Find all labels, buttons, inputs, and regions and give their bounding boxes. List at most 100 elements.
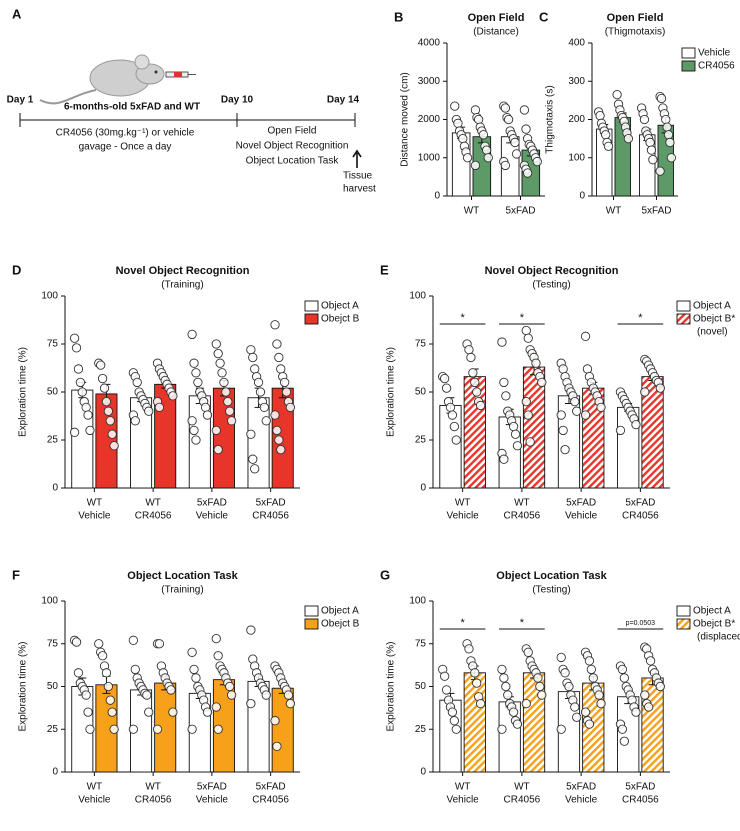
data-point: [189, 358, 199, 368]
data-point: [73, 668, 84, 678]
data-point: [261, 690, 271, 700]
data-point: [594, 690, 604, 700]
data-point: [83, 707, 93, 717]
data-point: [655, 681, 665, 692]
legend-swatch: [676, 313, 691, 325]
data-point: [274, 435, 284, 445]
significance-label: *: [638, 312, 643, 324]
data-point: [246, 625, 256, 635]
data-point: [464, 345, 474, 355]
x-tick-label: Vehicle: [78, 511, 111, 522]
data-point: [473, 114, 484, 125]
data-point: [270, 320, 280, 330]
data-point: [655, 383, 665, 393]
x-tick-label: Vehicle: [78, 795, 111, 806]
data-point: [193, 377, 203, 388]
y-axis-label: Exploration time (%): [18, 347, 29, 437]
data-point: [191, 673, 201, 683]
data-point: [531, 358, 541, 368]
data-point: [556, 724, 566, 734]
y-tick-label: 0: [579, 191, 585, 202]
data-point: [449, 421, 459, 432]
chart-subtitle: (Testing): [532, 585, 570, 596]
data-point: [261, 416, 271, 426]
data-point: [202, 410, 213, 420]
data-point: [596, 402, 606, 413]
data-point: [217, 368, 227, 378]
data-point: [213, 348, 223, 359]
data-point: [168, 391, 178, 401]
data-point: [96, 360, 106, 370]
panel-letter: D: [12, 262, 21, 277]
data-point: [451, 724, 461, 734]
x-tick-label: WT: [145, 782, 161, 793]
data-point: [639, 114, 650, 125]
y-tick-label: 100: [41, 596, 58, 607]
data-point: [588, 673, 598, 683]
significance-label: *: [460, 312, 465, 324]
data-point: [449, 716, 459, 726]
y-tick-label: 100: [409, 291, 426, 302]
y-tick-label: 3000: [418, 76, 441, 87]
data-point: [71, 637, 82, 647]
x-tick-label: WT: [514, 498, 530, 509]
data-point: [270, 410, 280, 420]
data-point: [215, 358, 225, 368]
data-point: [272, 339, 282, 349]
data-point: [510, 429, 521, 439]
y-tick-label: 75: [47, 638, 59, 649]
legend-label: Vehicle: [698, 48, 731, 59]
x-tick-label: WT: [87, 498, 103, 509]
data-point: [656, 93, 667, 104]
data-point: [666, 153, 677, 163]
data-point: [132, 377, 142, 388]
panel-a: A Day 1 Day 10 Day 14 6-months-old 5xFAD…: [7, 6, 376, 194]
x-tick-label: CR4056: [252, 795, 289, 806]
legend-swatch: [304, 605, 319, 617]
y-tick-label: 0: [52, 483, 58, 494]
data-point: [107, 429, 117, 439]
chart-subtitle: (Training): [161, 585, 203, 596]
data-point: [283, 690, 294, 700]
cohort: 6-months-old 5xFAD and WT: [64, 102, 200, 113]
data-point: [535, 681, 545, 692]
day-label: Day 10: [221, 95, 254, 106]
y-tick-label: 1000: [418, 152, 441, 163]
legend-label: Obejct B*: [693, 314, 735, 325]
y-tick-label: 75: [415, 339, 427, 350]
data-point: [601, 130, 611, 140]
data-point: [615, 425, 626, 436]
data-point: [500, 160, 511, 171]
chart-title: Open Field: [468, 12, 525, 24]
x-tick-label: Vehicle: [565, 795, 598, 806]
x-tick-label: 5xFAD: [197, 782, 227, 793]
data-point: [223, 396, 233, 407]
data-point: [202, 707, 213, 717]
legend-swatch: [681, 60, 696, 72]
data-point: [219, 377, 229, 388]
chart-title: Object Location Task: [127, 570, 238, 582]
panel-letter: F: [12, 567, 20, 582]
data-point: [661, 114, 671, 125]
x-tick-label: 5xFAD: [566, 782, 596, 793]
data-point: [648, 155, 658, 165]
chart-title: Object Location Task: [496, 570, 607, 582]
data-point: [144, 406, 154, 416]
y-tick-label: 50: [415, 681, 427, 692]
data-point: [560, 444, 570, 455]
data-point: [475, 400, 486, 411]
data-point: [663, 130, 674, 140]
significance-label: *: [520, 617, 525, 629]
y-tick-label: 0: [420, 483, 426, 494]
data-point: [94, 639, 104, 649]
data-point: [285, 698, 296, 709]
legend-label: Object A: [693, 606, 731, 617]
data-point: [439, 671, 450, 681]
x-tick-label: 5xFAD: [256, 782, 286, 793]
chart-subtitle: (Training): [161, 280, 203, 291]
legend-note: (novel): [697, 327, 728, 338]
y-tick-label: 100: [568, 152, 585, 163]
data-point: [508, 421, 519, 432]
data-point: [276, 444, 286, 455]
